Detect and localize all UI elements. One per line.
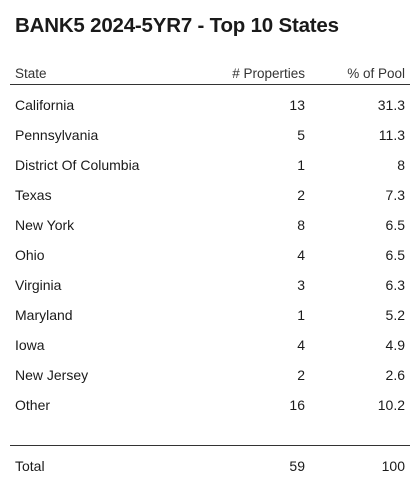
- header-pool: % of Pool: [347, 66, 405, 81]
- properties-cell: 2: [297, 187, 305, 203]
- table-row: California 13 31.3: [10, 85, 410, 115]
- pool-cell: 8: [397, 157, 405, 173]
- pool-cell: 4.9: [385, 337, 405, 353]
- properties-cell: 4: [297, 247, 305, 263]
- properties-cell: 5: [297, 127, 305, 143]
- pool-cell: 5.2: [385, 307, 405, 323]
- properties-cell: 4: [297, 337, 305, 353]
- chart-title: BANK5 2024-5YR7 - Top 10 States: [15, 14, 339, 37]
- table-row: Ohio 4 6.5: [10, 235, 410, 265]
- state-cell: New York: [15, 217, 75, 233]
- pool-cell: 6.5: [385, 247, 405, 263]
- pool-cell: 31.3: [377, 97, 405, 113]
- properties-cell: 1: [297, 157, 305, 173]
- table-row: New Jersey 2 2.6: [10, 355, 410, 385]
- total-label: Total: [15, 458, 45, 474]
- table-row: District Of Columbia 1 8: [10, 145, 410, 175]
- table-header: State # Properties % of Pool: [10, 64, 410, 85]
- table-row: Other 16 10.2: [10, 385, 410, 415]
- state-cell: California: [15, 97, 75, 113]
- state-cell: Maryland: [15, 307, 73, 323]
- total-properties: 59: [289, 458, 305, 474]
- pool-cell: 11.3: [378, 127, 405, 143]
- total-row: Total 59 100: [10, 458, 410, 480]
- table-row: Texas 2 7.3: [10, 175, 410, 205]
- table-row: Iowa 4 4.9: [10, 325, 410, 355]
- properties-cell: 1: [297, 307, 305, 323]
- total-pool: 100: [381, 458, 405, 474]
- table-body: California 13 31.3 Pennsylvania 5 11.3 Distric…: [10, 85, 410, 415]
- state-cell: Texas: [15, 187, 52, 203]
- state-cell: Virginia: [15, 277, 62, 293]
- state-cell: Ohio: [15, 247, 45, 263]
- table-row: Maryland 1 5.2: [10, 295, 410, 325]
- state-cell: Pennsylvania: [15, 127, 99, 143]
- header-properties: # Properties: [232, 66, 305, 81]
- state-cell: Iowa: [15, 337, 45, 353]
- state-cell: New Jersey: [15, 367, 89, 383]
- pool-cell: 6.5: [385, 217, 405, 233]
- pool-cell: 6.3: [385, 277, 405, 293]
- states-table: State # Properties % of Pool California 1…: [10, 64, 410, 415]
- total-separator: [10, 445, 410, 446]
- header-state: State: [15, 66, 47, 81]
- properties-cell: 16: [289, 397, 305, 413]
- table-row: Virginia 3 6.3: [10, 265, 410, 295]
- properties-cell: 13: [289, 97, 305, 113]
- pool-cell: 10.2: [377, 397, 405, 413]
- table-row: Pennsylvania 5 11.3: [10, 115, 410, 145]
- pool-cell: 7.3: [385, 187, 405, 203]
- table-row: New York 8 6.5: [10, 205, 410, 235]
- properties-cell: 2: [297, 367, 305, 383]
- properties-cell: 8: [297, 217, 305, 233]
- state-cell: Other: [15, 397, 51, 413]
- state-cell: District Of Columbia: [15, 157, 140, 173]
- properties-cell: 3: [297, 277, 305, 293]
- pool-cell: 2.6: [385, 367, 405, 383]
